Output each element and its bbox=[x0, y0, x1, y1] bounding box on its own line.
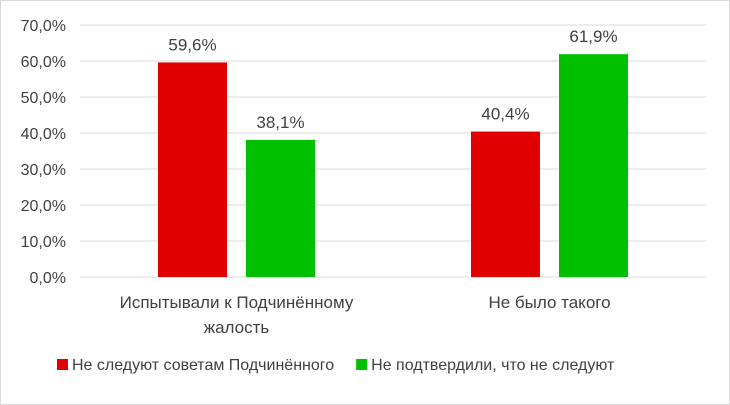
data-label: 38,1% bbox=[256, 113, 304, 132]
data-label: 40,4% bbox=[481, 105, 529, 124]
y-tick-label: 20,0% bbox=[21, 198, 66, 215]
legend-label: Не следуют советам Подчинённого bbox=[72, 357, 334, 374]
legend-label: Не подтвердили, что не следуют bbox=[371, 357, 615, 374]
y-tick-label: 0,0% bbox=[30, 270, 66, 287]
x-category-label: жалость bbox=[204, 318, 270, 337]
data-label: 61,9% bbox=[569, 27, 617, 46]
bar bbox=[559, 54, 628, 277]
y-tick-label: 10,0% bbox=[21, 234, 66, 251]
x-category-label: Испытывали к Подчинённому bbox=[120, 293, 354, 312]
y-tick-label: 60,0% bbox=[21, 54, 66, 71]
bar bbox=[471, 131, 540, 277]
data-label: 59,6% bbox=[168, 35, 216, 54]
y-tick-label: 50,0% bbox=[21, 90, 66, 107]
bar bbox=[246, 139, 315, 277]
bar bbox=[158, 62, 227, 277]
y-tick-label: 40,0% bbox=[21, 126, 66, 143]
y-tick-label: 70,0% bbox=[21, 18, 66, 35]
x-category-label: Не было такого bbox=[488, 293, 610, 312]
legend-swatch bbox=[356, 359, 368, 370]
legend-swatch bbox=[57, 359, 68, 370]
y-tick-label: 30,0% bbox=[21, 162, 66, 179]
